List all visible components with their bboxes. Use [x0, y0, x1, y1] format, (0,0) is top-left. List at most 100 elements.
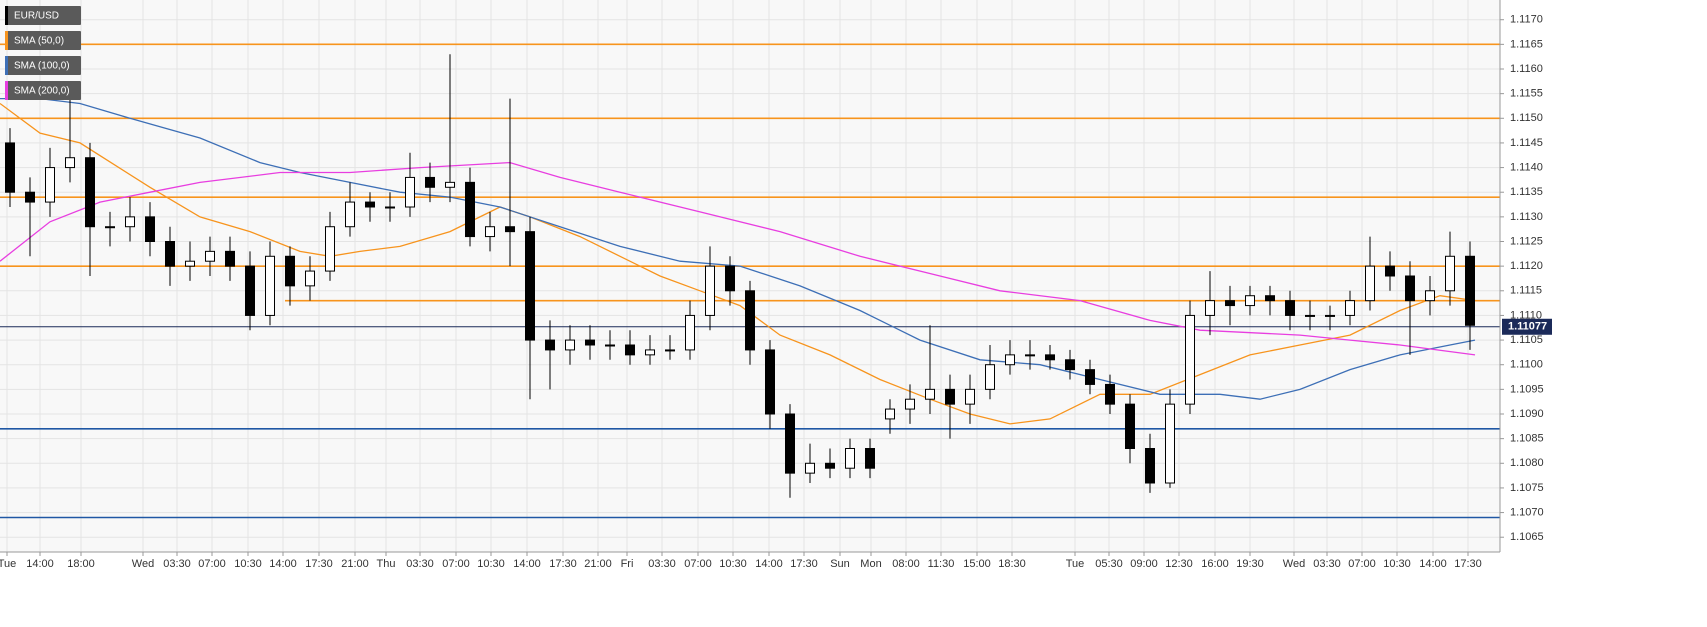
candle-body: [25, 191, 35, 203]
candle-body: [1325, 314, 1335, 317]
candle-body: [145, 216, 155, 243]
candle-body: [765, 349, 775, 415]
x-tick-label: 19:30: [1236, 558, 1264, 570]
x-tick-label: 07:00: [684, 558, 712, 570]
candle-body: [205, 250, 215, 262]
candle-body: [385, 206, 395, 209]
candle-body: [85, 157, 95, 228]
x-tick-label: Fri: [621, 558, 634, 570]
candle-body: [1165, 403, 1175, 484]
x-tick-label: 10:30: [719, 558, 747, 570]
candle-body: [285, 255, 295, 287]
x-tick-label: 21:00: [584, 558, 612, 570]
legend-swatch: [5, 56, 8, 75]
candle-body: [865, 448, 875, 469]
last-price-label: 1.11077: [1508, 321, 1547, 333]
y-tick-label: 1.1105: [1510, 334, 1543, 346]
x-tick-label: 05:30: [1095, 558, 1123, 570]
candle-body: [185, 260, 195, 267]
x-tick-label: 07:00: [198, 558, 226, 570]
candle-body: [1285, 300, 1295, 316]
y-tick-label: 1.1080: [1510, 457, 1544, 469]
x-tick-label: 21:00: [341, 558, 369, 570]
legend-swatch: [5, 6, 8, 25]
candle-body: [1045, 354, 1055, 361]
candle-body: [105, 226, 115, 229]
last-price-box: [1502, 318, 1552, 335]
candle-body: [525, 231, 535, 341]
x-tick-label: 17:30: [305, 558, 333, 570]
legend-box: [5, 31, 81, 50]
candle-body: [325, 226, 335, 272]
y-tick-label: 1.1100: [1510, 359, 1543, 371]
candle-body: [1125, 403, 1135, 449]
legend-label: EUR/USD: [14, 11, 59, 22]
candle-body: [1365, 265, 1375, 302]
candle-body: [785, 413, 795, 474]
x-tick-label: 14:00: [755, 558, 783, 570]
candle-body: [845, 448, 855, 469]
candle-body: [605, 344, 615, 347]
candle-body: [1305, 314, 1315, 317]
x-tick-label: 17:30: [1454, 558, 1482, 570]
candle-body: [1345, 300, 1355, 316]
x-tick-label: Wed: [1283, 558, 1305, 570]
candle-body: [945, 388, 955, 405]
candle-body: [545, 339, 555, 351]
candle-body: [685, 314, 695, 351]
x-tick-label: Sun: [830, 558, 850, 570]
x-tick-label: Tue: [1066, 558, 1085, 570]
legend-box: [5, 56, 81, 75]
y-tick-label: 1.1095: [1510, 383, 1544, 395]
candle-body: [1465, 255, 1475, 326]
candle-body: [165, 241, 175, 267]
candle-body: [1385, 265, 1395, 277]
legend-label: SMA (100,0): [14, 61, 70, 72]
x-tick-label: 03:30: [1313, 558, 1341, 570]
y-tick-label: 1.1085: [1510, 433, 1544, 445]
candle-body: [465, 181, 475, 238]
candle-body: [1145, 448, 1155, 484]
candle-body: [1225, 300, 1235, 307]
x-tick-label: 16:00: [1201, 558, 1229, 570]
legend: EUR/USD SMA (50,0) SMA (100,0) SMA (200,0): [5, 6, 81, 100]
x-tick-label: 09:00: [1130, 558, 1158, 570]
y-tick-label: 1.1170: [1510, 14, 1543, 26]
x-tick-label: Thu: [377, 558, 396, 570]
x-tick-label: 08:00: [892, 558, 920, 570]
candle-body: [405, 176, 415, 208]
y-tick-label: 1.1090: [1510, 408, 1544, 420]
legend-swatch: [5, 81, 8, 100]
candle-body: [125, 216, 135, 228]
y-tick-label: 1.1075: [1510, 482, 1544, 494]
x-tick-label: 12:30: [1165, 558, 1193, 570]
x-tick-label: 03:30: [648, 558, 676, 570]
candle-body: [485, 226, 495, 238]
candle-body: [665, 349, 675, 352]
sma-line: [0, 102, 1476, 425]
x-tick-label: 10:30: [477, 558, 505, 570]
x-tick-label: 15:00: [963, 558, 991, 570]
candle-body: [1085, 369, 1095, 385]
candle-body: [245, 265, 255, 316]
candle-body: [5, 142, 15, 193]
y-tick-label: 1.1150: [1510, 112, 1543, 124]
y-tick-label: 1.1165: [1510, 38, 1543, 50]
y-tick-label: 1.1125: [1510, 235, 1543, 247]
y-tick-label: 1.1070: [1510, 506, 1544, 518]
x-tick-label: 14:00: [269, 558, 297, 570]
y-tick-label: 1.1065: [1510, 531, 1544, 543]
x-tick-label: Mon: [860, 558, 881, 570]
candle-body: [825, 462, 835, 469]
y-tick-label: 1.1135: [1510, 186, 1543, 198]
candles: [5, 54, 1475, 498]
x-tick-label: Tue: [0, 558, 16, 570]
y-tick-label: 1.1145: [1510, 137, 1543, 149]
y-tick-label: 1.1120: [1510, 260, 1543, 272]
candle-body: [1405, 275, 1415, 302]
candle-body: [45, 167, 55, 203]
candle-body: [725, 265, 735, 292]
candle-body: [1005, 354, 1015, 366]
candle-body: [645, 349, 655, 356]
